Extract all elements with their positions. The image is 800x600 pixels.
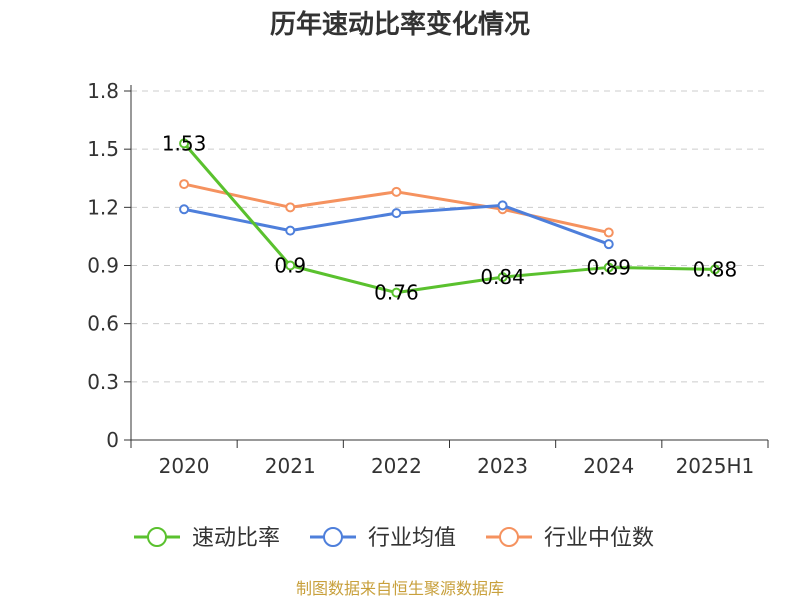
data-label: 1.53 [162, 131, 207, 155]
data-point[interactable] [285, 202, 296, 213]
legend-marker [323, 527, 343, 547]
y-tick-label: 1.5 [87, 137, 119, 161]
data-label: 0.89 [586, 255, 631, 279]
data-point[interactable] [179, 138, 190, 149]
data-point[interactable] [603, 227, 614, 238]
legend-item[interactable]: 行业中位数 [486, 526, 654, 551]
legend-label: 速动比率 [192, 526, 280, 551]
legend-marker [499, 527, 519, 547]
y-axis: 0 0.3 0.6 0.9 1.2 1.5 1.8 [87, 79, 132, 452]
data-label: 0.84 [480, 265, 525, 289]
y-tick-label: 1.8 [87, 79, 119, 103]
legend-item[interactable]: 速动比率 [134, 526, 280, 551]
y-tick-label: 1.2 [87, 195, 119, 219]
source-note: 制图数据来自恒生聚源数据库 [296, 579, 504, 598]
x-tick-label: 2021 [265, 454, 316, 478]
legend-marker [147, 527, 167, 547]
legend-item[interactable]: 行业均值 [310, 526, 456, 551]
data-point[interactable] [497, 272, 508, 283]
x-tick-label: 2025H1 [676, 454, 755, 478]
x-tick-label: 2024 [583, 454, 634, 478]
y-tick-label: 0.9 [87, 254, 119, 278]
data-point[interactable] [285, 225, 296, 236]
data-point[interactable] [391, 186, 402, 197]
data-labels: 1.53 0.9 0.76 0.84 0.89 0.88 [162, 131, 737, 304]
series-line [182, 142, 715, 295]
data-point[interactable] [709, 264, 720, 275]
data-point[interactable] [603, 239, 614, 250]
data-point[interactable] [179, 204, 190, 215]
data-point[interactable] [179, 179, 190, 190]
legend-label: 行业均值 [368, 526, 456, 551]
data-label: 0.88 [693, 257, 738, 281]
data-point[interactable] [391, 208, 402, 219]
data-point[interactable] [497, 200, 508, 211]
chart-title: 历年速动比率变化情况 [270, 9, 530, 40]
data-label: 0.76 [374, 281, 419, 305]
y-tick-label: 0.6 [87, 312, 119, 336]
y-tick-label: 0.3 [87, 370, 119, 394]
x-axis: 2020 2021 2022 2023 2024 2025H1 [130, 439, 769, 478]
x-tick-label: 2020 [159, 454, 210, 478]
legend-label: 行业中位数 [544, 526, 654, 551]
series-layer [179, 138, 720, 298]
y-tick-label: 0 [106, 428, 119, 452]
data-point[interactable] [391, 287, 402, 298]
data-point[interactable] [285, 260, 296, 271]
legend[interactable]: 速动比率 行业均值 行业中位数 [134, 526, 654, 551]
x-tick-label: 2023 [477, 454, 528, 478]
data-point[interactable] [603, 262, 614, 273]
grid [131, 90, 768, 383]
data-label: 0.9 [274, 254, 306, 278]
x-tick-label: 2022 [371, 454, 422, 478]
